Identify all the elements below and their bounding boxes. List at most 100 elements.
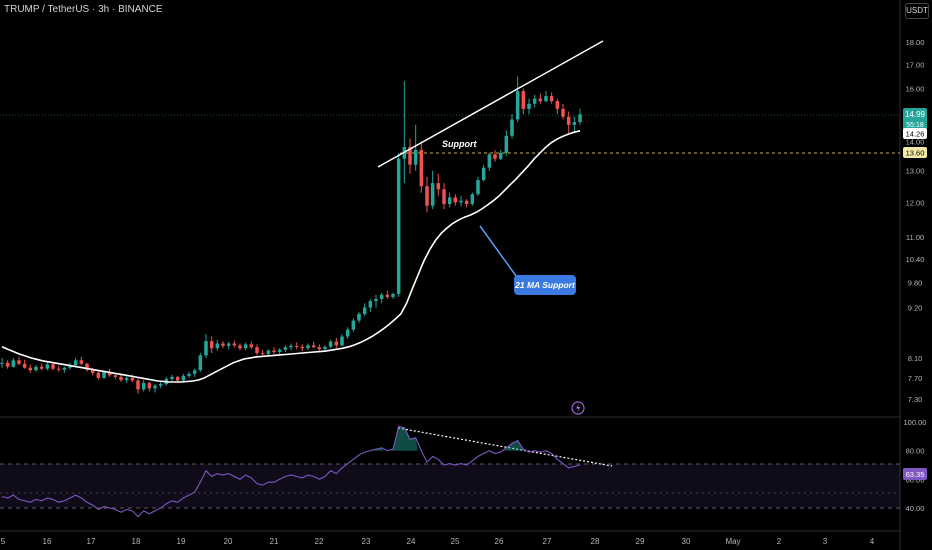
candle-body[interactable]	[175, 376, 180, 381]
candle-body[interactable]	[181, 375, 186, 381]
candle-body[interactable]	[238, 345, 242, 349]
candle-body[interactable]	[459, 200, 463, 203]
candle-body[interactable]	[476, 179, 480, 195]
candle-body[interactable]	[136, 380, 140, 390]
candle-body[interactable]	[498, 152, 503, 159]
candle-body[interactable]	[385, 294, 390, 297]
candle-body[interactable]	[481, 167, 486, 180]
candle-body[interactable]	[323, 346, 327, 350]
candle-body[interactable]	[447, 197, 452, 205]
ma-callout-box[interactable]	[514, 275, 576, 295]
candle-body[interactable]	[544, 96, 548, 102]
candle-body[interactable]	[147, 383, 152, 389]
candle-body[interactable]	[158, 384, 163, 386]
candle-body[interactable]	[379, 294, 384, 299]
candle-body[interactable]	[51, 364, 55, 369]
candle-body[interactable]	[289, 345, 293, 348]
time-axis[interactable]: 5 16 17 18 19 20 21 22 23 24 25 26 27 28 29 30 May 2 3 4	[1, 537, 875, 546]
currency-badge[interactable]: USDT	[905, 3, 929, 19]
candle-body[interactable]	[391, 293, 395, 297]
candle-body[interactable]	[368, 301, 373, 308]
candle-body[interactable]	[578, 114, 582, 123]
candle-body[interactable]	[351, 320, 356, 330]
candle-body[interactable]	[334, 341, 339, 346]
candle-body[interactable]	[436, 183, 441, 190]
candle-body[interactable]	[198, 355, 203, 371]
candle-body[interactable]	[255, 347, 259, 354]
candle-body[interactable]	[340, 336, 344, 346]
candle-body[interactable]	[56, 368, 61, 370]
candle-body[interactable]	[62, 367, 67, 370]
candle-body[interactable]	[215, 343, 220, 349]
candle-body[interactable]	[345, 329, 350, 337]
candle-body[interactable]	[374, 298, 378, 302]
candle-body[interactable]	[96, 372, 101, 378]
rsi-line[interactable]	[1, 425, 581, 518]
candle-body[interactable]	[28, 367, 33, 371]
candle-body[interactable]	[17, 360, 21, 364]
candle-body[interactable]	[260, 353, 265, 355]
candle-body[interactable]	[521, 91, 526, 109]
candle-body[interactable]	[408, 147, 412, 165]
candle-body[interactable]	[532, 98, 537, 104]
candle-body[interactable]	[504, 135, 509, 153]
candle-body[interactable]	[493, 154, 497, 159]
candle-body[interactable]	[277, 349, 282, 353]
candle-body[interactable]	[153, 385, 157, 389]
candle-body[interactable]	[187, 373, 191, 376]
candle-body[interactable]	[102, 371, 106, 378]
candle-body[interactable]	[34, 366, 38, 371]
candle-body[interactable]	[266, 350, 271, 354]
candle-body[interactable]	[283, 347, 288, 350]
candle-body[interactable]	[396, 158, 401, 294]
candle-body[interactable]	[68, 365, 72, 368]
candle-body[interactable]	[221, 343, 225, 346]
candle-body[interactable]	[130, 377, 135, 381]
candle-body[interactable]	[204, 341, 208, 356]
candle-body[interactable]	[306, 345, 310, 349]
candle-body[interactable]	[510, 119, 514, 136]
candle-body[interactable]	[419, 149, 424, 187]
candle-body[interactable]	[209, 341, 214, 349]
candle-body[interactable]	[232, 343, 237, 346]
symbol-header[interactable]: TRUMP / TetherUS · 3h · BINANCE	[4, 4, 163, 15]
candle-body[interactable]	[464, 200, 469, 205]
candle-body[interactable]	[328, 341, 333, 347]
ma-21-line[interactable]	[1, 130, 581, 383]
candle-body[interactable]	[124, 377, 129, 380]
candle-body[interactable]	[487, 154, 492, 168]
candle-body[interactable]	[561, 108, 565, 117]
candle-body[interactable]	[572, 122, 577, 125]
candle-body[interactable]	[141, 383, 146, 390]
candle-body[interactable]	[357, 313, 361, 321]
candle-body[interactable]	[45, 364, 50, 369]
candle-body[interactable]	[11, 360, 16, 367]
lightning-icon[interactable]	[571, 401, 585, 415]
candle-body[interactable]	[272, 350, 276, 353]
candle-body[interactable]	[453, 197, 458, 203]
candle-body[interactable]	[170, 376, 174, 379]
candle-body[interactable]	[79, 360, 84, 364]
candle-body[interactable]	[515, 91, 520, 120]
candle-body[interactable]	[39, 366, 44, 369]
candle-body[interactable]	[85, 363, 89, 370]
candle-body[interactable]	[527, 103, 531, 109]
candle-body[interactable]	[90, 369, 95, 373]
candle-body[interactable]	[317, 347, 322, 350]
candle-body[interactable]	[470, 194, 475, 205]
candle-body[interactable]	[566, 116, 571, 125]
candle-body[interactable]	[555, 101, 560, 109]
candle-body[interactable]	[430, 183, 435, 206]
candle-body[interactable]	[442, 189, 446, 205]
candle-body[interactable]	[22, 363, 27, 368]
candle-body[interactable]	[294, 345, 299, 347]
candle-body[interactable]	[311, 345, 316, 348]
candle-body[interactable]	[119, 376, 123, 380]
candle-body[interactable]	[0, 362, 4, 364]
candle-body[interactable]	[549, 96, 554, 102]
candle-body[interactable]	[362, 307, 367, 314]
candle-body[interactable]	[300, 346, 305, 349]
candle-body[interactable]	[5, 362, 10, 367]
candle-body[interactable]	[113, 375, 118, 377]
